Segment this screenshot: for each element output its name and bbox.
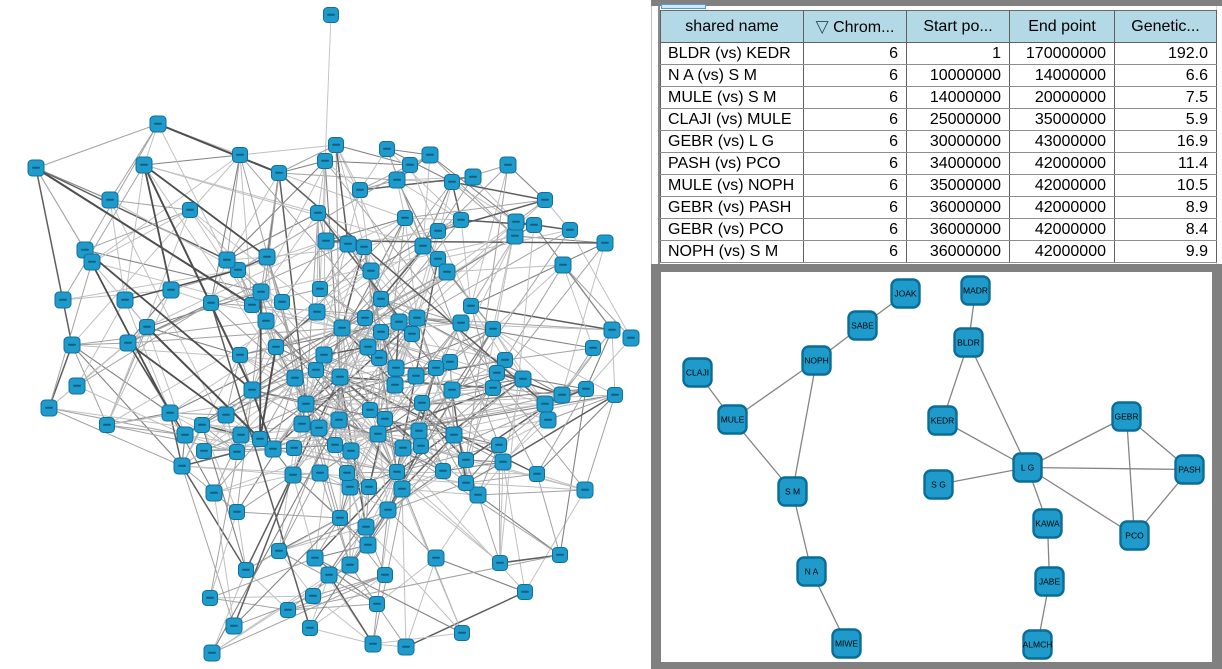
- svg-text:ALMCH: ALMCH: [1023, 639, 1053, 649]
- svg-text:N A: N A: [805, 566, 819, 576]
- svg-text:MIWE: MIWE: [835, 638, 858, 648]
- svg-text:PASH: PASH: [1178, 464, 1201, 474]
- svg-text:KEDR: KEDR: [931, 415, 955, 425]
- svg-text:S M: S M: [785, 486, 800, 496]
- svg-text:PCO: PCO: [1125, 530, 1144, 540]
- svg-text:JABE: JABE: [1039, 576, 1061, 586]
- svg-text:NOPH: NOPH: [804, 355, 829, 365]
- svg-text:CLAJI: CLAJI: [686, 367, 709, 377]
- svg-text:MULE: MULE: [721, 414, 745, 424]
- svg-text:KAWA: KAWA: [1035, 518, 1060, 528]
- svg-text:BLDR: BLDR: [957, 337, 980, 347]
- svg-text:S G: S G: [931, 479, 946, 489]
- svg-text:JOAK: JOAK: [894, 288, 917, 298]
- svg-text:MADR: MADR: [963, 285, 988, 295]
- svg-text:L G: L G: [1021, 462, 1034, 472]
- svg-text:SABE: SABE: [851, 320, 874, 330]
- svg-text:GEBR: GEBR: [1114, 411, 1138, 421]
